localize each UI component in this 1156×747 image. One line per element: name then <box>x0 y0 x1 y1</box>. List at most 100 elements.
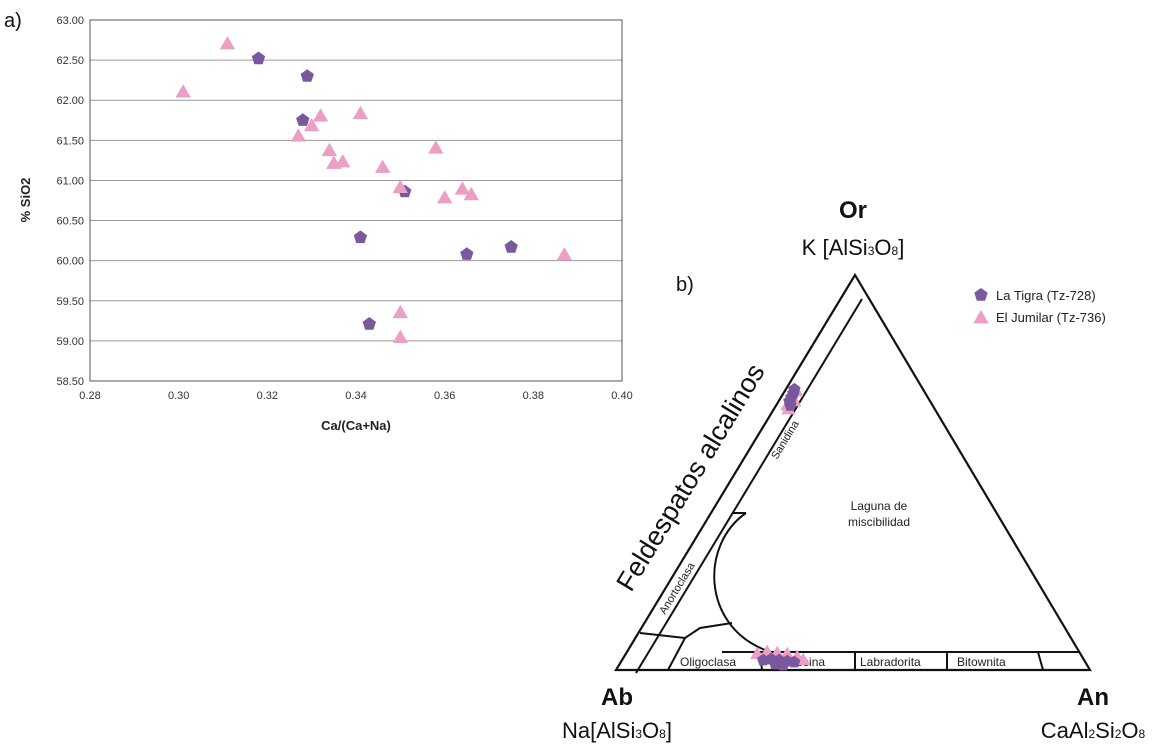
el-jumilar-point <box>312 108 329 122</box>
y-tick-label: 59.50 <box>56 296 84 308</box>
el-jumilar-point <box>352 105 369 120</box>
el-jumilar-point <box>290 128 307 142</box>
la-tigra-point <box>788 655 801 668</box>
y-tick-label: 59.00 <box>56 336 84 348</box>
ternary-data-points <box>750 382 811 671</box>
x-tick-labels: 0.28 0.30 0.32 0.34 0.36 0.38 0.40 <box>79 390 632 402</box>
y-tick-label: 62.50 <box>56 55 84 67</box>
vertex-an-name: An <box>1077 684 1109 711</box>
ab-formula-part3: ] <box>666 718 672 743</box>
field-gap-line2: miscibilidad <box>848 515 910 529</box>
scatter-plot: 58.50 59.00 59.50 60.00 60.50 61.00 61.50 62.00… <box>18 15 633 433</box>
vertex-ab-name: Ab <box>601 684 633 711</box>
y-axis-title: % SiO2 <box>18 178 33 223</box>
x-axis-title: Ca/(Ca+Na) <box>321 418 391 433</box>
vertex-or-name: Or <box>839 197 867 224</box>
panel-a-label: a) <box>4 10 22 32</box>
an-formula-part3: O <box>1121 718 1138 743</box>
x-tick-label: 0.38 <box>523 390 544 402</box>
side-label-feldespatos-alcalinos: Feldespatos alcalinos <box>610 358 770 596</box>
vertex-ab-formula: Na[AlSi3O8] <box>562 718 672 743</box>
legend-label-la-tigra: La Tigra (Tz-728) <box>996 288 1096 303</box>
or-formula-sub2: 8 <box>892 244 899 258</box>
field-labradorita: Labradorita <box>860 655 921 669</box>
or-formula-part1: K [AlSi <box>802 235 868 260</box>
el-jumilar-point <box>454 181 471 195</box>
data-points <box>175 36 573 343</box>
legend-pentagon-icon <box>974 288 988 301</box>
field-gap-line1: Laguna de <box>851 499 908 513</box>
ab-formula-sub1: 3 <box>635 727 642 741</box>
el-jumilar-point <box>219 36 236 50</box>
la-tigra-point <box>788 382 801 395</box>
or-formula-part3: ] <box>898 235 904 260</box>
y-tick-label: 60.00 <box>56 256 84 268</box>
el-jumilar-point <box>392 179 409 193</box>
la-tigra-point <box>777 658 790 671</box>
y-tick-labels: 58.50 59.00 59.50 60.00 60.50 61.00 61.50 62.00… <box>56 15 84 388</box>
el-jumilar-point <box>374 159 391 173</box>
gridlines <box>90 19 622 382</box>
el-jumilar-point <box>463 186 479 201</box>
legend-label-el-jumilar: El Jumilar (Tz-736) <box>996 310 1106 325</box>
plot-frame <box>89 19 623 382</box>
an-formula-part1: CaAl <box>1041 718 1089 743</box>
el-jumilar-point <box>303 117 320 132</box>
x-tick-label: 0.34 <box>345 390 366 402</box>
field-oligoclasa: Oligoclasa <box>680 655 736 669</box>
ab-formula-sub2: 8 <box>659 727 666 741</box>
y-tick-label: 61.50 <box>56 135 84 147</box>
x-tick-label: 0.32 <box>257 390 278 402</box>
an-formula-part2: Si <box>1095 718 1115 743</box>
field-bitownita: Bitownita <box>957 655 1006 669</box>
el-jumilar-point <box>392 304 409 319</box>
x-tick-label: 0.30 <box>168 390 189 402</box>
vertex-or-formula: K [AlSi3O8] <box>802 235 905 260</box>
el-jumilar-point <box>335 154 351 168</box>
la-tigra-point <box>460 247 474 260</box>
miscibility-gap-curve <box>713 512 766 651</box>
an-formula-sub1: 2 <box>1088 727 1095 741</box>
legend-triangle-icon <box>973 310 989 324</box>
legend-marker-el-jumilar <box>973 310 989 324</box>
or-formula-part2: O <box>874 235 891 260</box>
la-tigra-point <box>251 51 266 65</box>
y-tick-label: 60.50 <box>56 216 84 228</box>
legend-marker-la-tigra <box>974 288 988 301</box>
el-jumilar-point <box>392 329 409 343</box>
y-tick-label: 63.00 <box>56 15 84 27</box>
la-tigra-point <box>300 69 314 82</box>
y-tick-label: 61.00 <box>56 175 84 187</box>
ab-formula-part1: Na[AlSi <box>562 718 635 743</box>
y-tick-label: 62.00 <box>56 95 84 107</box>
or-formula-sub1: 3 <box>868 244 875 258</box>
el-jumilar-point <box>428 140 444 154</box>
x-tick-label: 0.40 <box>611 390 632 402</box>
el-jumilar-point <box>556 247 573 261</box>
el-jumilar-point <box>780 646 795 660</box>
anorthoclase-lower-boundary <box>639 622 733 640</box>
la-tigra-point <box>504 240 518 253</box>
plag-divider-4 <box>1037 651 1044 671</box>
la-tigra-point <box>353 230 368 244</box>
ab-formula-part2: O <box>642 718 659 743</box>
x-tick-label: 0.28 <box>79 390 100 402</box>
la-tigra-point <box>784 398 797 411</box>
an-formula-sub3: 8 <box>1139 727 1146 741</box>
oligoclase-left-boundary <box>667 637 686 671</box>
el-jumilar-point <box>321 142 338 157</box>
ternary-outline <box>614 272 1092 672</box>
y-tick-label: 58.50 <box>56 376 84 388</box>
alkali-feldspar-boundary <box>635 298 863 674</box>
ternary-diagram: Sanidina Anortoclasa Oligoclasa Andesina… <box>562 197 1146 743</box>
vertex-an-formula: CaAl2Si2O8 <box>1041 718 1146 743</box>
panel-b-label: b) <box>676 274 694 296</box>
an-formula-sub2: 2 <box>1115 727 1122 741</box>
la-tigra-point <box>296 113 310 126</box>
legend: La Tigra (Tz-728) El Jumilar (Tz-736) <box>973 288 1106 325</box>
x-tick-label: 0.36 <box>434 390 455 402</box>
el-jumilar-point <box>436 190 453 204</box>
la-tigra-point <box>362 317 376 330</box>
el-jumilar-point <box>175 84 191 98</box>
